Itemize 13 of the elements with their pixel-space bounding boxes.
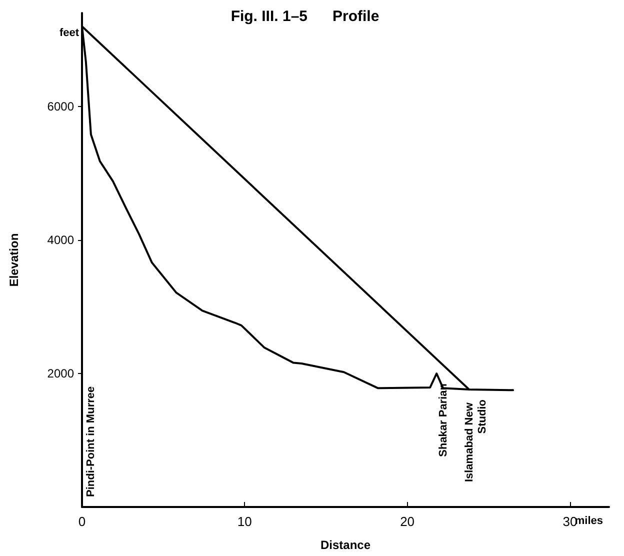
x-axis-title: Distance bbox=[320, 538, 371, 552]
annotation: Islamabad New Studio bbox=[464, 399, 489, 482]
chart-title: Fig. III. 1–5 Profile bbox=[230, 8, 380, 25]
x-tick-label: 10 bbox=[237, 514, 252, 529]
y-tick-label: 4000 bbox=[47, 232, 74, 247]
x-tick-label: 0 bbox=[78, 514, 86, 529]
y-axis-title: Elevation bbox=[7, 233, 21, 287]
text: feet bbox=[59, 27, 80, 39]
y-tick-label: 2000 bbox=[47, 366, 74, 380]
annotation: Pindi-Point in Murree bbox=[85, 386, 97, 497]
y-tick-label: 6000 bbox=[47, 99, 74, 114]
x-tick-label: 20 bbox=[400, 514, 415, 529]
text: miles bbox=[574, 515, 603, 527]
